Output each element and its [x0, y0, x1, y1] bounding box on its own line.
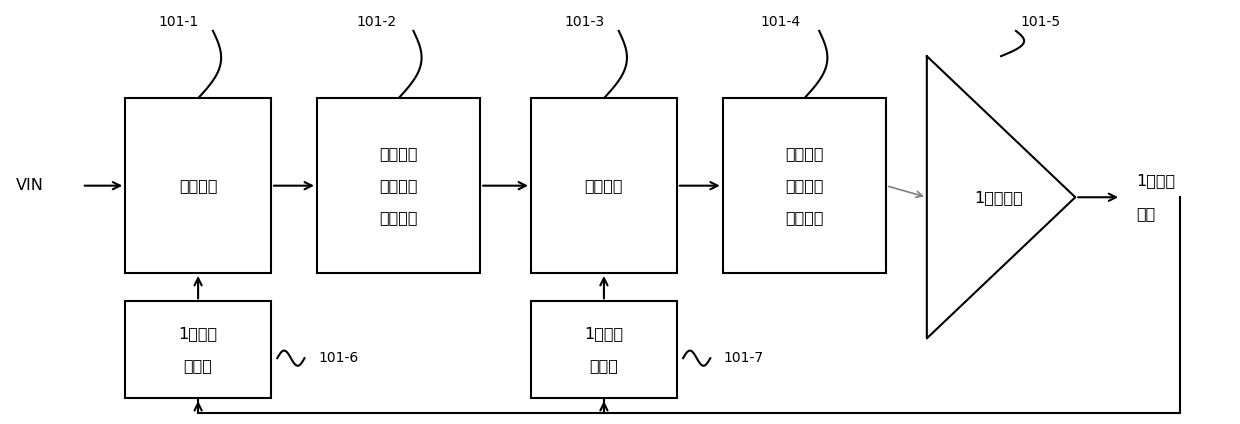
Text: 101-3: 101-3	[564, 15, 604, 29]
Text: 容积分器: 容积分器	[785, 210, 823, 225]
Text: 1位数模: 1位数模	[584, 326, 624, 341]
Text: 1位数模: 1位数模	[179, 326, 218, 341]
Bar	[125, 98, 272, 273]
Text: 101-7: 101-7	[724, 351, 764, 365]
Text: 输出: 输出	[1136, 206, 1156, 222]
Bar	[317, 98, 480, 273]
Text: 101-4: 101-4	[761, 15, 801, 29]
Bar	[531, 98, 677, 273]
Bar	[125, 301, 272, 398]
Text: 101-5: 101-5	[1021, 15, 1060, 29]
Bar	[531, 301, 677, 398]
Text: 101-6: 101-6	[319, 351, 358, 365]
Text: 101-2: 101-2	[356, 15, 397, 29]
Text: 转换器: 转换器	[184, 358, 212, 373]
Text: 101-1: 101-1	[159, 15, 198, 29]
Text: 带复位端: 带复位端	[785, 147, 823, 162]
Bar	[723, 98, 887, 273]
Text: 1位数字: 1位数字	[1136, 173, 1176, 188]
Text: VIN: VIN	[16, 178, 45, 193]
Text: 转换器: 转换器	[589, 358, 619, 373]
Text: 容积分器: 容积分器	[379, 210, 418, 225]
Text: 1位比较器: 1位比较器	[975, 190, 1023, 205]
Text: 求和电路: 求和电路	[585, 178, 624, 193]
Text: 带复位端: 带复位端	[379, 147, 418, 162]
Text: 求和电路: 求和电路	[179, 178, 217, 193]
Text: 的开关电: 的开关电	[785, 178, 823, 193]
Text: 的开关电: 的开关电	[379, 178, 418, 193]
